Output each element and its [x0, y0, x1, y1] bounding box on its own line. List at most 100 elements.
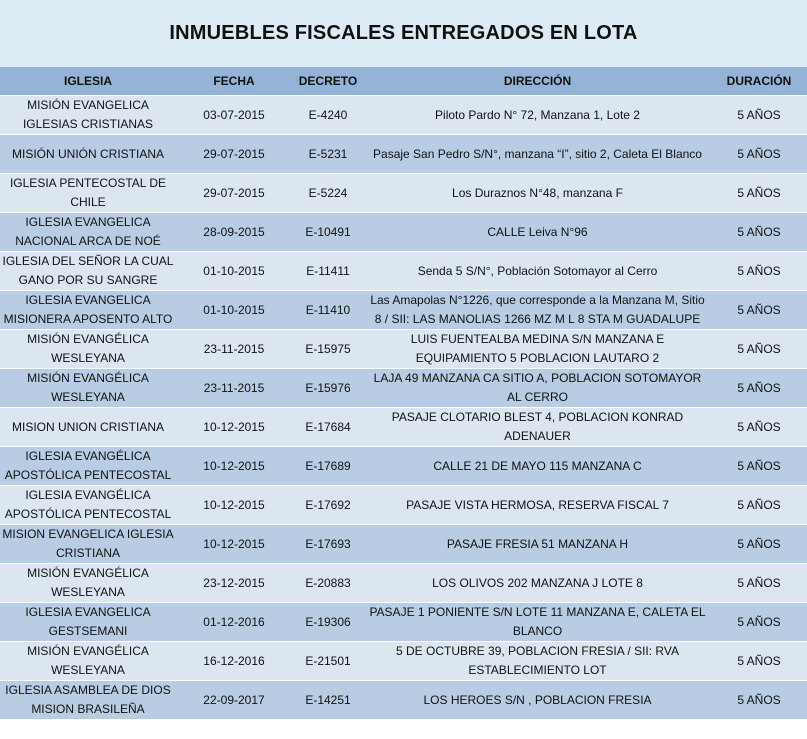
- cell-fecha: 23-11-2015: [176, 368, 292, 408]
- column-header-decreto: DECRETO: [292, 67, 364, 96]
- cell-fecha: 10-12-2015: [176, 524, 292, 564]
- table-row: MISIÓN EVANGELICA IGLESIAS CRISTIANAS 03-…: [0, 95, 807, 135]
- cell-fecha: 10-12-2015: [176, 407, 292, 447]
- cell-iglesia: IGLESIA EVANGÉLICA APOSTÓLICA PENTECOSTA…: [0, 446, 176, 486]
- cell-decreto: E-21501: [292, 641, 364, 681]
- cell-fecha: 01-10-2015: [176, 290, 292, 330]
- column-header-fecha: FECHA: [176, 67, 292, 96]
- cell-direccion: CALLE Leiva N°96: [364, 212, 711, 252]
- table-row: IGLESIA EVANGÉLICA APOSTÓLICA PENTECOSTA…: [0, 485, 807, 525]
- cell-direccion: LUIS FUENTEALBA MEDINA S/N MANZANA E EQU…: [364, 329, 711, 369]
- cell-direccion: Pasaje San Pedro S/N°, manzana “I”, siti…: [364, 134, 711, 174]
- cell-duracion: 5 AÑOS: [711, 524, 807, 564]
- cell-fecha: 23-12-2015: [176, 563, 292, 603]
- cell-iglesia: IGLESIA DEL SEÑOR LA CUAL GANO POR SU SA…: [0, 251, 176, 291]
- table-row: MISION UNION CRISTIANA 10-12-2015 E-17684 P…: [0, 407, 807, 447]
- cell-direccion: Las Amapolas N°1226, que corresponde a l…: [364, 290, 711, 330]
- cell-decreto: E-14251: [292, 680, 364, 720]
- cell-duracion: 5 AÑOS: [711, 329, 807, 369]
- cell-iglesia: MISIÓN EVANGÉLICA WESLEYANA: [0, 563, 176, 603]
- cell-decreto: E-4240: [292, 95, 364, 135]
- cell-duracion: 5 AÑOS: [711, 446, 807, 486]
- table-row: MISIÓN EVANGÉLICA WESLEYANA 23-11-2015 E-1…: [0, 329, 807, 369]
- cell-iglesia: MISION EVANGELICA IGLESIA CRISTIANA: [0, 524, 176, 564]
- cell-decreto: E-11411: [292, 251, 364, 291]
- table-row: IGLESIA EVANGELICA NACIONAL ARCA DE NOÉ 2…: [0, 212, 807, 252]
- cell-iglesia: IGLESIA ASAMBLEA DE DIOS MISION BRASILEÑ…: [0, 680, 176, 720]
- table-row: IGLESIA EVANGÉLICA APOSTÓLICA PENTECOSTA…: [0, 446, 807, 486]
- cell-direccion: PASAJE VISTA HERMOSA, RESERVA FISCAL 7: [364, 485, 711, 525]
- cell-direccion: Senda 5 S/N°, Población Sotomayor al Cer…: [364, 251, 711, 291]
- table-row: MISION EVANGELICA IGLESIA CRISTIANA 10-12…: [0, 524, 807, 564]
- cell-duracion: 5 AÑOS: [711, 134, 807, 174]
- cell-decreto: E-17693: [292, 524, 364, 564]
- cell-fecha: 22-09-2017: [176, 680, 292, 720]
- cell-decreto: E-19306: [292, 602, 364, 642]
- cell-decreto: E-11410: [292, 290, 364, 330]
- cell-duracion: 5 AÑOS: [711, 680, 807, 720]
- cell-fecha: 29-07-2015: [176, 173, 292, 213]
- cell-direccion: 5 DE OCTUBRE 39, POBLACION FRESIA / SII:…: [364, 641, 711, 681]
- cell-decreto: E-20883: [292, 563, 364, 603]
- cell-fecha: 03-07-2015: [176, 95, 292, 135]
- cell-iglesia: MISION UNION CRISTIANA: [0, 407, 176, 447]
- properties-table: IGLESIA FECHA DECRETO DIRECCIÓN DURACIÓN…: [0, 67, 807, 720]
- table-row: IGLESIA ASAMBLEA DE DIOS MISION BRASILEÑ…: [0, 680, 807, 720]
- title-band: INMUEBLES FISCALES ENTREGADOS EN LOTA: [0, 0, 807, 67]
- cell-iglesia: IGLESIA PENTECOSTAL DE CHILE: [0, 173, 176, 213]
- cell-duracion: 5 AÑOS: [711, 602, 807, 642]
- table-row: IGLESIA DEL SEÑOR LA CUAL GANO POR SU SA…: [0, 251, 807, 291]
- cell-decreto: E-5231: [292, 134, 364, 174]
- column-header-direccion: DIRECCIÓN: [364, 67, 711, 96]
- table-header: IGLESIA FECHA DECRETO DIRECCIÓN DURACIÓN: [0, 67, 807, 96]
- cell-duracion: 5 AÑOS: [711, 563, 807, 603]
- cell-iglesia: MISIÓN UNIÓN CRISTIANA: [0, 134, 176, 174]
- cell-direccion: LOS OLIVOS 202 MANZANA J LOTE 8: [364, 563, 711, 603]
- cell-direccion: PASAJE FRESIA 51 MANZANA H: [364, 524, 711, 564]
- cell-iglesia: MISIÓN EVANGÉLICA WESLEYANA: [0, 329, 176, 369]
- table-row: IGLESIA EVANGELICA GESTSEMANI 01-12-2016 E…: [0, 602, 807, 642]
- cell-iglesia: MISIÓN EVANGÉLICA WESLEYANA: [0, 368, 176, 408]
- cell-fecha: 28-09-2015: [176, 212, 292, 252]
- cell-duracion: 5 AÑOS: [711, 290, 807, 330]
- cell-iglesia: IGLESIA EVANGELICA GESTSEMANI: [0, 602, 176, 642]
- cell-decreto: E-17692: [292, 485, 364, 525]
- cell-direccion: CALLE 21 DE MAYO 115 MANZANA C: [364, 446, 711, 486]
- cell-fecha: 23-11-2015: [176, 329, 292, 369]
- cell-direccion: LAJA 49 MANZANA CA SITIO A, POBLACION SO…: [364, 368, 711, 408]
- cell-direccion: LOS HEROES S/N , POBLACION FRESIA: [364, 680, 711, 720]
- cell-direccion: Los Duraznos N°48, manzana F: [364, 173, 711, 213]
- cell-iglesia: IGLESIA EVANGELICA MISIONERA APOSENTO AL…: [0, 290, 176, 330]
- cell-decreto: E-17689: [292, 446, 364, 486]
- cell-duracion: 5 AÑOS: [711, 95, 807, 135]
- table-row: MISIÓN EVANGÉLICA WESLEYANA 23-12-2015 E-2…: [0, 563, 807, 603]
- cell-duracion: 5 AÑOS: [711, 368, 807, 408]
- cell-duracion: 5 AÑOS: [711, 212, 807, 252]
- cell-decreto: E-15975: [292, 329, 364, 369]
- column-header-duracion: DURACIÓN: [711, 67, 807, 96]
- cell-fecha: 10-12-2015: [176, 446, 292, 486]
- table-row: MISIÓN EVANGÉLICA WESLEYANA 23-11-2015 E-1…: [0, 368, 807, 408]
- cell-decreto: E-15976: [292, 368, 364, 408]
- cell-direccion: Piloto Pardo N° 72, Manzana 1, Lote 2: [364, 95, 711, 135]
- cell-decreto: E-5224: [292, 173, 364, 213]
- cell-fecha: 16-12-2016: [176, 641, 292, 681]
- cell-decreto: E-10491: [292, 212, 364, 252]
- cell-direccion: PASAJE CLOTARIO BLEST 4, POBLACION KONRA…: [364, 407, 711, 447]
- table-row: MISIÓN UNIÓN CRISTIANA 29-07-2015 E-5231 Pa…: [0, 134, 807, 174]
- header-row: IGLESIA FECHA DECRETO DIRECCIÓN DURACIÓN: [0, 67, 807, 96]
- cell-fecha: 01-12-2016: [176, 602, 292, 642]
- table-body: MISIÓN EVANGELICA IGLESIAS CRISTIANAS 03-…: [0, 95, 807, 720]
- cell-duracion: 5 AÑOS: [711, 251, 807, 291]
- cell-duracion: 5 AÑOS: [711, 641, 807, 681]
- cell-duracion: 5 AÑOS: [711, 485, 807, 525]
- cell-duracion: 5 AÑOS: [711, 407, 807, 447]
- table-row: IGLESIA PENTECOSTAL DE CHILE 29-07-2015 E-…: [0, 173, 807, 213]
- table-row: IGLESIA EVANGELICA MISIONERA APOSENTO AL…: [0, 290, 807, 330]
- cell-decreto: E-17684: [292, 407, 364, 447]
- cell-iglesia: MISIÓN EVANGELICA IGLESIAS CRISTIANAS: [0, 95, 176, 135]
- cell-fecha: 01-10-2015: [176, 251, 292, 291]
- cell-iglesia: IGLESIA EVANGÉLICA APOSTÓLICA PENTECOSTA…: [0, 485, 176, 525]
- cell-iglesia: MISIÓN EVANGÉLICA WESLEYANA: [0, 641, 176, 681]
- page-title: INMUEBLES FISCALES ENTREGADOS EN LOTA: [169, 22, 638, 44]
